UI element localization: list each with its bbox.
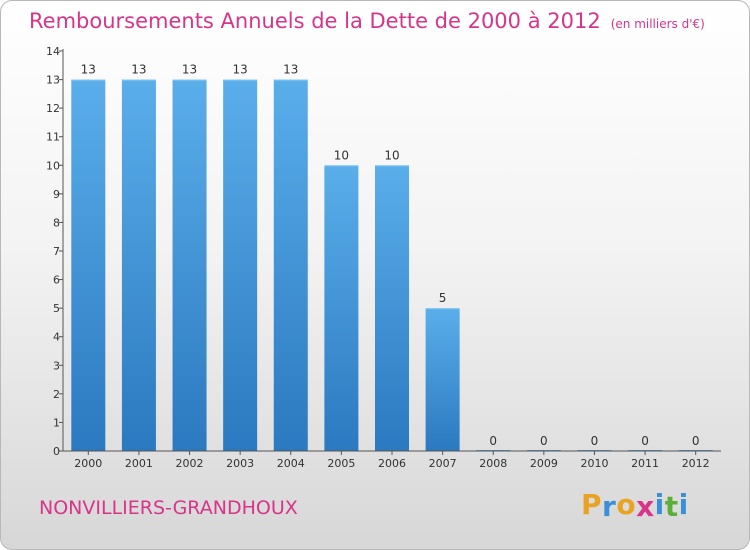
- chart-title: Remboursements Annuels de la Dette de 20…: [29, 9, 601, 33]
- logo-letter: t: [664, 490, 679, 523]
- data-label-2006: 10: [384, 148, 399, 162]
- x-tick-label-2004: 2004: [277, 457, 305, 470]
- bars-group: [71, 79, 713, 452]
- x-tick-label-2007: 2007: [429, 457, 457, 470]
- data-label-2010: 0: [591, 434, 599, 448]
- chart-subtitle: (en milliers d'€): [610, 17, 705, 31]
- data-label-2005: 10: [334, 148, 349, 162]
- data-label-2003: 13: [233, 63, 248, 77]
- data-label-2009: 0: [540, 434, 548, 448]
- logo-letter: r: [602, 490, 617, 523]
- y-tick-label-4: 4: [53, 331, 60, 344]
- bar-highlight-2000: [71, 79, 106, 81]
- logo-letter: i: [678, 488, 689, 521]
- bar-highlight-2003: [223, 79, 258, 81]
- bar-2007: [425, 308, 460, 451]
- y-tick-label-3: 3: [53, 359, 60, 372]
- x-tick-label-2000: 2000: [74, 457, 102, 470]
- y-tick-label-9: 9: [53, 188, 60, 201]
- commune-name: NONVILLIERS-GRANDHOUX: [39, 497, 298, 519]
- y-tick-label-5: 5: [53, 302, 60, 315]
- bar-highlight-2005: [324, 165, 359, 167]
- x-tick-label-2009: 2009: [530, 457, 558, 470]
- logo-letter: x: [636, 490, 655, 523]
- data-label-2007: 5: [439, 291, 447, 305]
- x-tick-label-2006: 2006: [378, 457, 406, 470]
- title-row: Remboursements Annuels de la Dette de 20…: [29, 9, 705, 33]
- y-tick-label-14: 14: [46, 45, 60, 58]
- bar-2002: [172, 79, 207, 452]
- x-tick-label-2011: 2011: [631, 457, 659, 470]
- bar-highlight-2007: [425, 308, 460, 310]
- bar-2003: [223, 79, 258, 452]
- data-label-2001: 13: [131, 63, 146, 77]
- x-tick-label-2002: 2002: [176, 457, 204, 470]
- y-tick-label-12: 12: [46, 102, 60, 115]
- proxiti-logo: Proxiti: [581, 488, 689, 523]
- data-labels-group: 13 13 13 13 13 10 10 5 0 0 0 0 0: [81, 63, 700, 448]
- bar-highlight-2002: [172, 79, 207, 81]
- bar-2000: [71, 79, 106, 452]
- y-tick-label-6: 6: [53, 274, 60, 287]
- y-tick-label-11: 11: [46, 131, 60, 144]
- data-label-2004: 13: [283, 63, 298, 77]
- y-tick-label-13: 13: [46, 74, 60, 87]
- y-tick-label-7: 7: [53, 245, 60, 258]
- data-label-2000: 13: [81, 63, 96, 77]
- y-tick-label-10: 10: [46, 159, 60, 172]
- bar-2006: [375, 165, 409, 452]
- bar-highlight-2006: [375, 165, 409, 167]
- logo-letter: P: [581, 488, 603, 521]
- x-tick-label-2012: 2012: [682, 457, 710, 470]
- y-tick-label-2: 2: [53, 388, 60, 401]
- y-tick-label-0: 0: [53, 445, 60, 458]
- bar-2001: [121, 79, 156, 452]
- bar-2004: [273, 79, 308, 452]
- x-tick-label-2005: 2005: [327, 457, 355, 470]
- bar-highlight-2001: [121, 79, 156, 81]
- data-label-2011: 0: [641, 434, 649, 448]
- x-tick-label-2010: 2010: [580, 457, 608, 470]
- data-label-2012: 0: [692, 434, 700, 448]
- bar-2005: [324, 165, 359, 452]
- bar-highlight-2004: [273, 79, 308, 81]
- axes-group: 2000 2001 2002 2003 2004 2005 2006 2007 2008 2009…: [46, 45, 721, 470]
- logo-letter: i: [654, 488, 665, 521]
- x-tick-label-2003: 2003: [226, 457, 254, 470]
- data-label-2002: 13: [182, 63, 197, 77]
- x-tick-label-2008: 2008: [479, 457, 507, 470]
- logo-letter: o: [616, 488, 637, 521]
- y-tick-label-8: 8: [53, 216, 60, 229]
- data-label-2008: 0: [489, 434, 497, 448]
- y-tick-label-1: 1: [53, 416, 60, 429]
- x-tick-label-2001: 2001: [125, 457, 153, 470]
